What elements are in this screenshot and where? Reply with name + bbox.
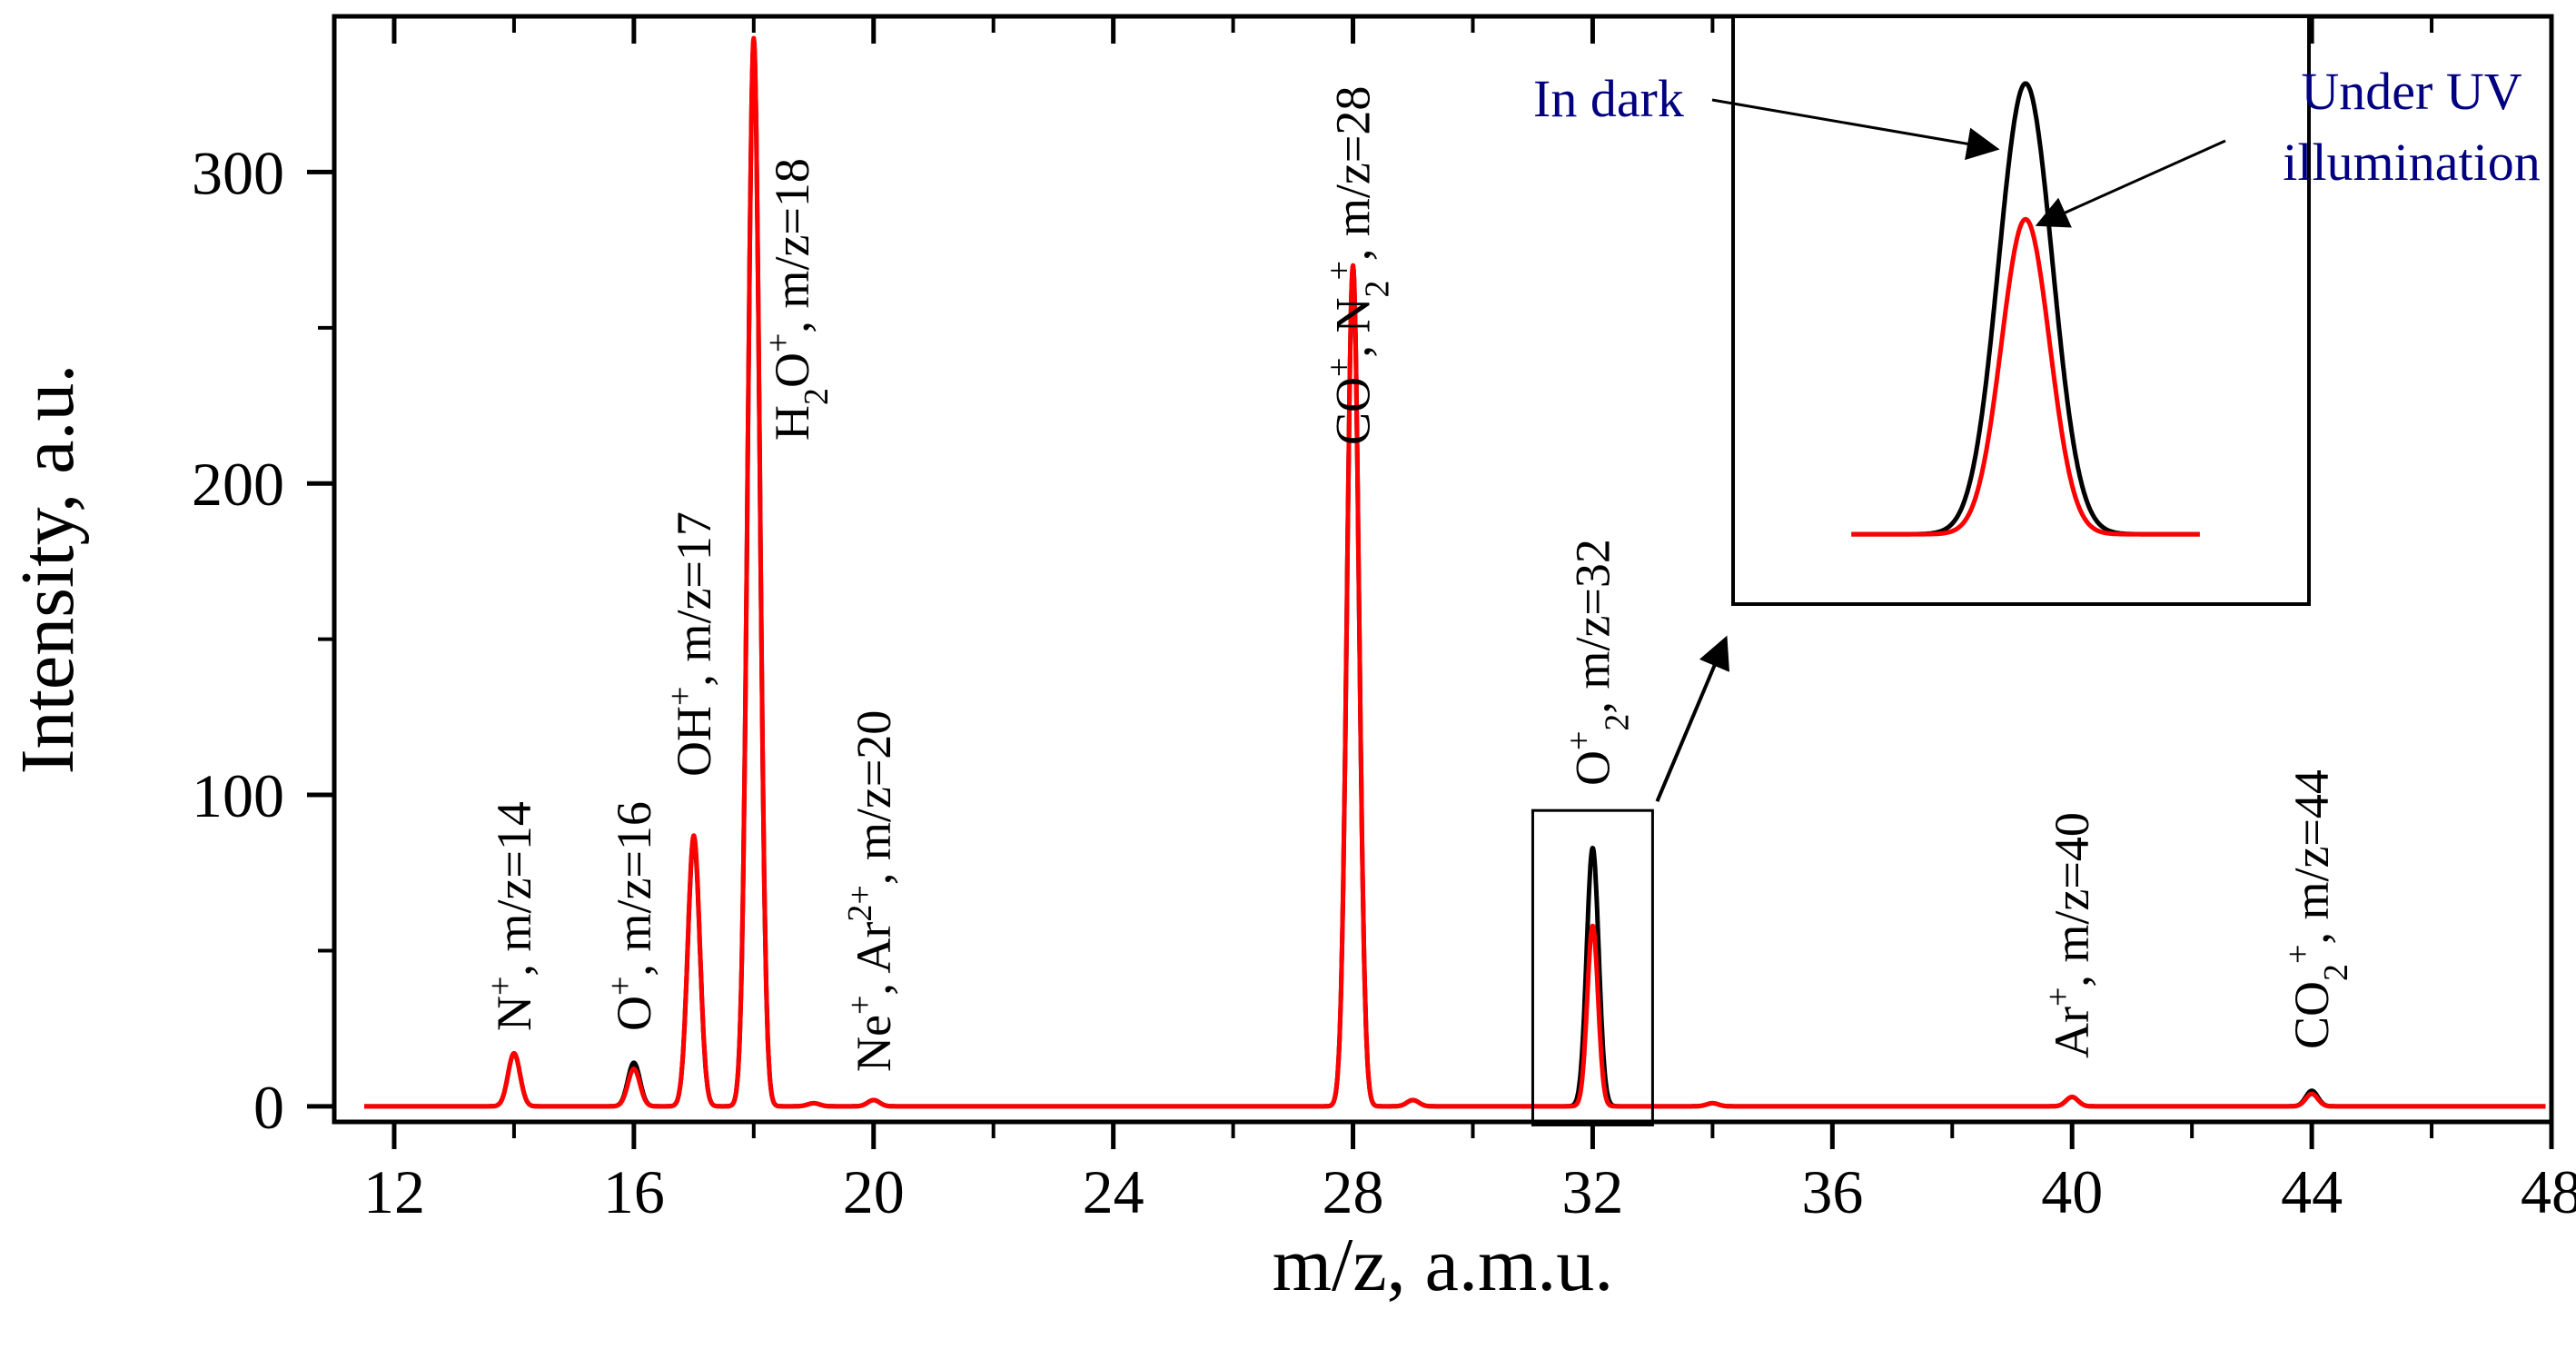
peak-label-co-n2: CO+, N2+, m/z=28 <box>1321 86 1397 445</box>
peak-label-h2o: H2O+, m/z=18 <box>759 158 836 441</box>
y-tick-label: 100 <box>192 761 284 830</box>
y-tick-label: 200 <box>192 450 284 519</box>
peak-label-ar: Ar+, m/z=40 <box>2039 812 2099 1058</box>
y-tick-label: 300 <box>192 138 284 207</box>
inset-series-line-under-uv-illumination <box>1849 216 2202 537</box>
peak-label-o2: O+2, m/z=32 <box>1560 539 1636 786</box>
x-tick-label: 16 <box>603 1157 665 1226</box>
axes: 12 16 20 24 28 32 36 40 44 48 0 100 200 300 <box>192 14 2576 1226</box>
x-tick-label: 36 <box>1801 1157 1863 1226</box>
inset-legend-label-dark: In dark <box>1533 69 1684 128</box>
peak-label-o: O+, m/z=16 <box>601 801 661 1031</box>
inset-frame <box>1731 15 2311 606</box>
x-tick-label: 32 <box>1561 1157 1623 1226</box>
x-tick-label: 24 <box>1083 1157 1144 1226</box>
peak-label-n: N+, m/z=14 <box>481 801 541 1031</box>
plot-area <box>362 35 2548 1109</box>
x-tick-label: 28 <box>1323 1157 1384 1226</box>
peak-label-co2: CO2+, m/z=44 <box>2279 769 2355 1049</box>
x-tick-label: 20 <box>843 1157 905 1226</box>
x-tick-label: 44 <box>2281 1157 2343 1226</box>
series-line-under-uv-illumination <box>362 35 2548 1109</box>
inset-legend-arrow-dark <box>1711 98 2000 161</box>
x-tick-label: 40 <box>2041 1157 2103 1226</box>
y-tick-label: 0 <box>253 1073 284 1142</box>
peak-label-oh: OH+, m/z=17 <box>661 511 721 777</box>
plot-frame <box>332 14 2554 1125</box>
inset-legend-arrow-uv <box>2035 139 2226 228</box>
x-tick-label: 48 <box>2521 1157 2576 1226</box>
zoom-arrow <box>1655 635 1729 802</box>
inset-legend-label-uv: Under UV <box>2301 62 2522 121</box>
zoom-region-box <box>1531 808 1654 1126</box>
inset-legend-label-uv: illumination <box>2283 133 2541 192</box>
x-tick-label: 12 <box>363 1157 425 1226</box>
y-axis-title: Intensity, a.u. <box>5 364 90 775</box>
inset-panel: In dark Under UV illumination <box>1531 15 2541 1126</box>
x-axis-title: m/z, a.m.u. <box>1273 1223 1614 1307</box>
peak-label-ne-ar: Ne+, Ar2+, m/z=20 <box>841 710 901 1072</box>
